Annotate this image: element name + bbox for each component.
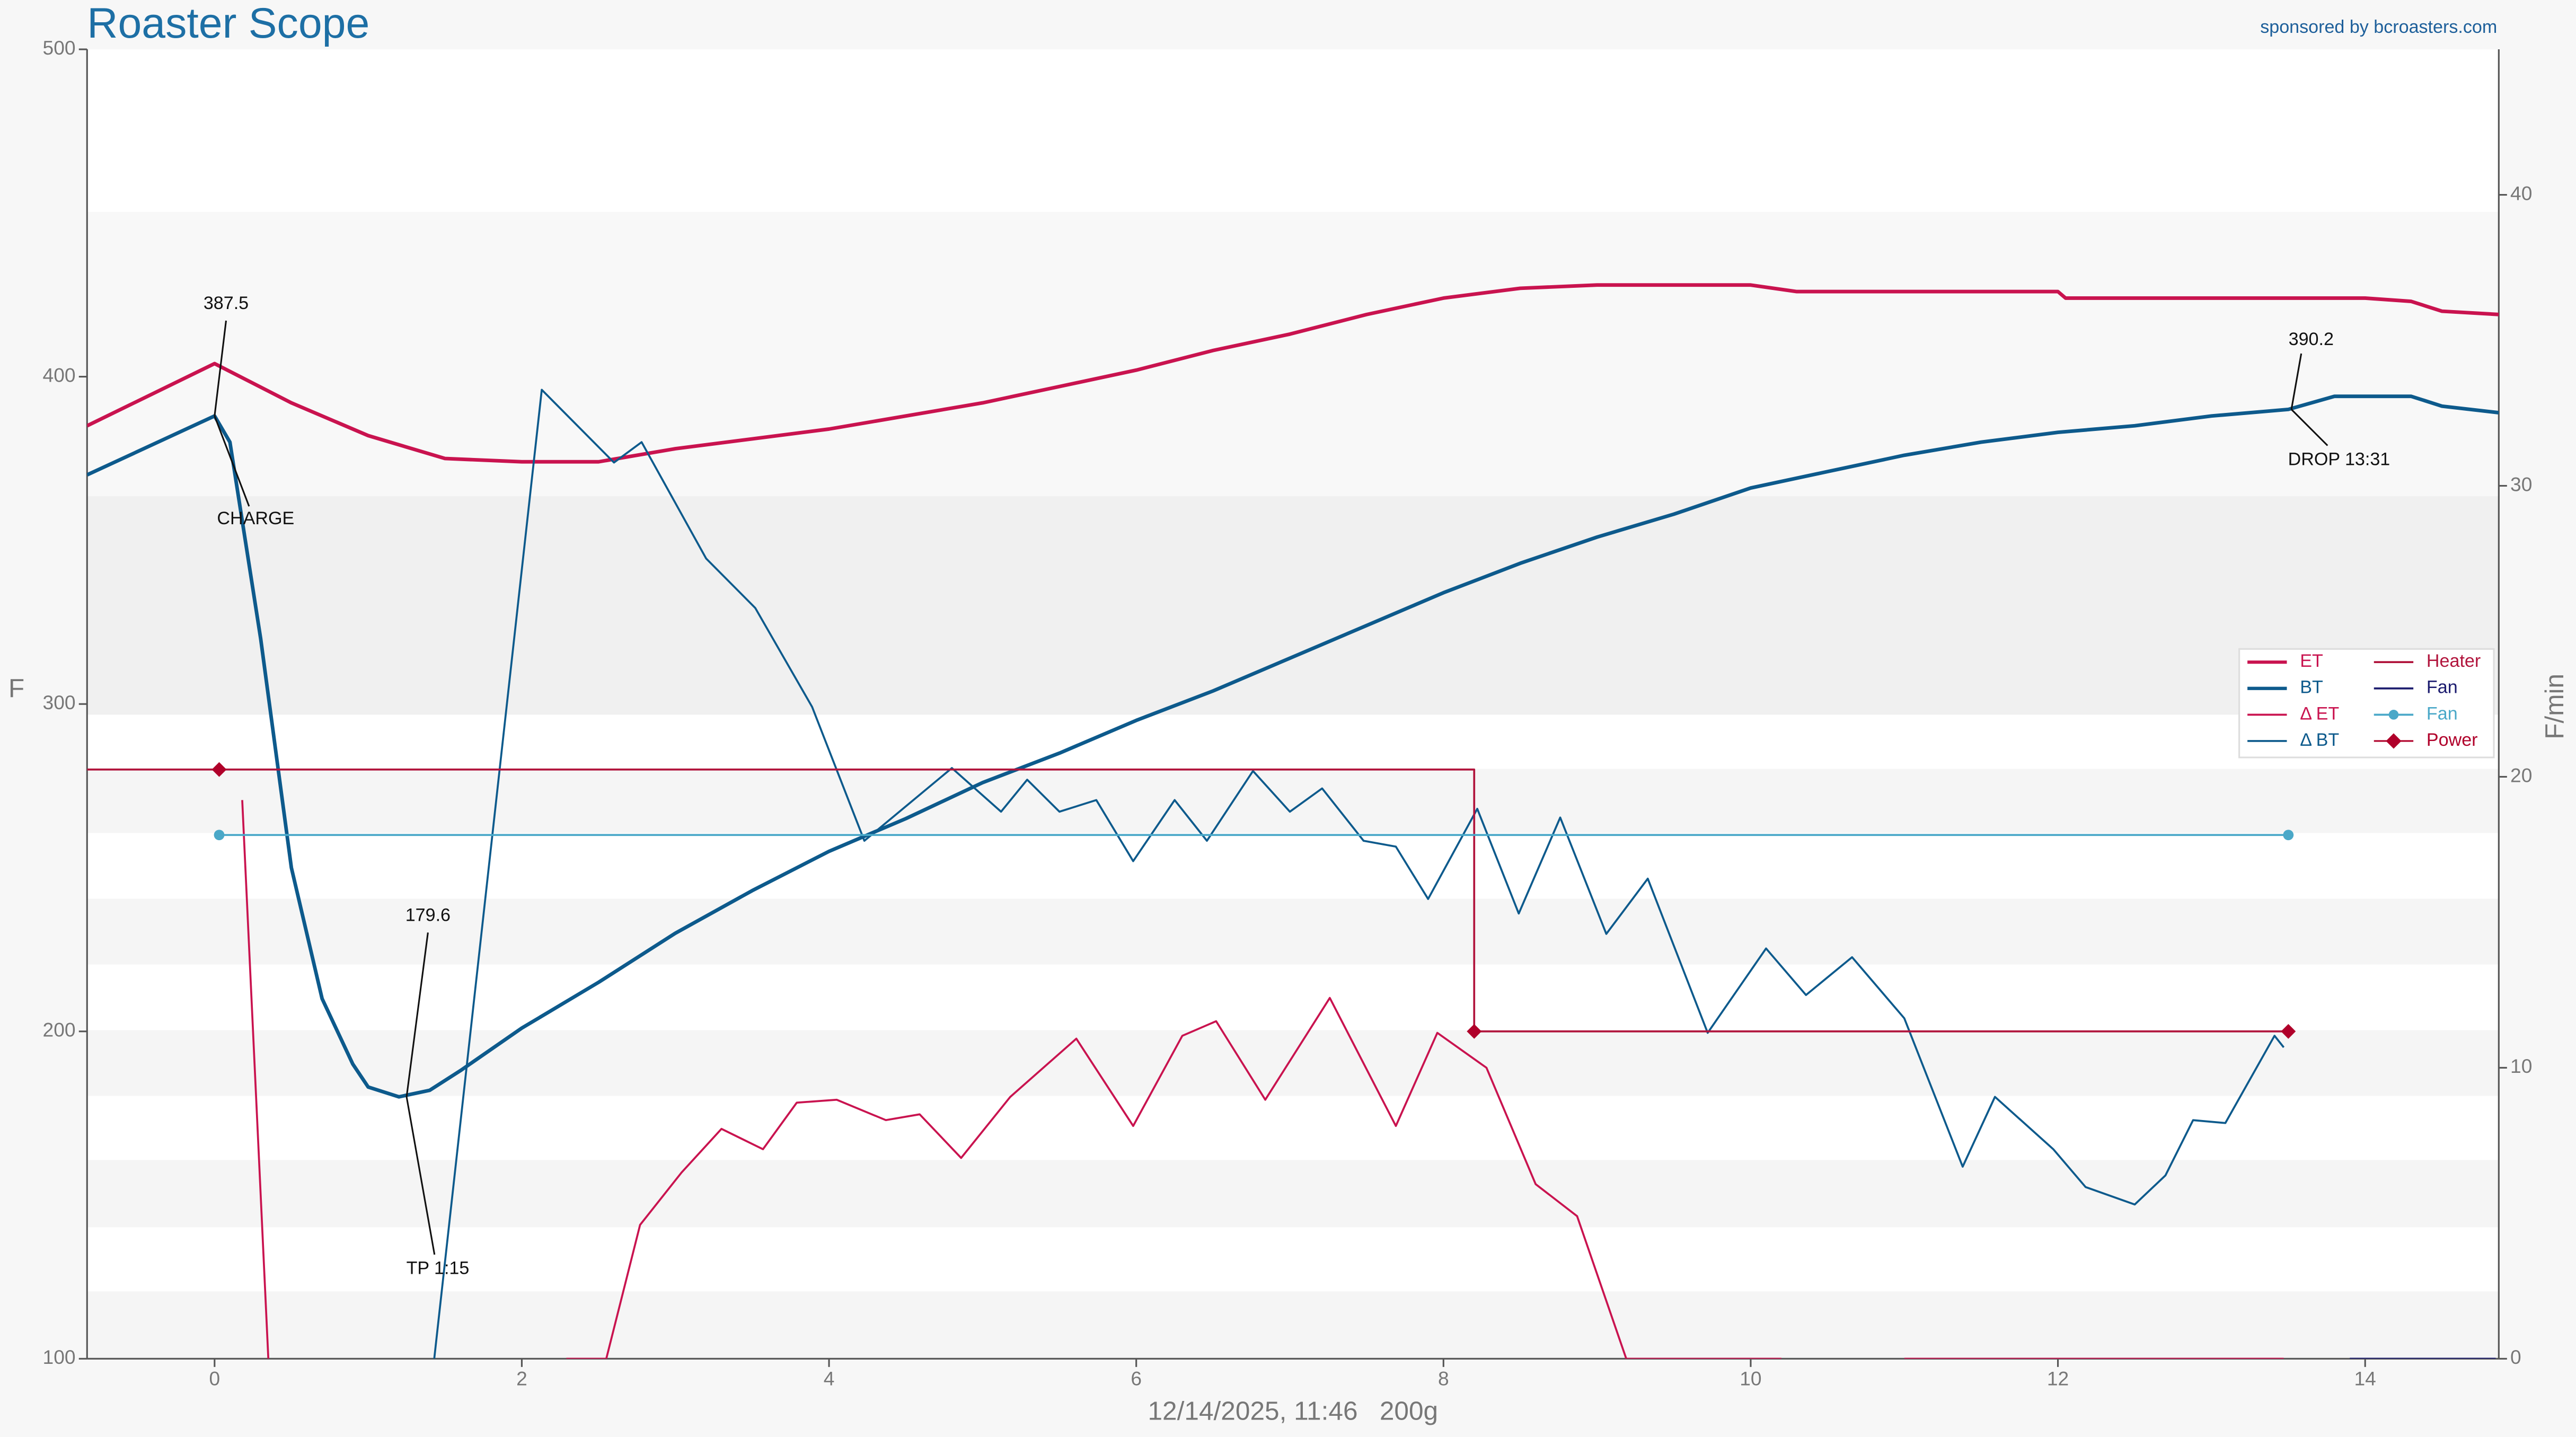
marker <box>1467 1024 1482 1039</box>
legend-label: Δ BT <box>2300 730 2339 750</box>
x-tick-label: 8 <box>1438 1367 1449 1389</box>
band <box>87 211 2499 497</box>
legend-swatch <box>2374 733 2414 749</box>
x-tick-label: 6 <box>1131 1367 1142 1389</box>
y2-tick-label: 20 <box>2510 764 2532 786</box>
band <box>87 898 2499 965</box>
series-line <box>87 768 2289 1033</box>
annotation-leader <box>405 1097 436 1255</box>
x-tick-label: 12 <box>2047 1367 2069 1389</box>
y2-tick-label: 30 <box>2510 473 2532 495</box>
x-tick-label: 4 <box>824 1367 835 1389</box>
y2-tick-label: 40 <box>2510 182 2532 204</box>
band <box>87 496 2499 715</box>
chart-title: Roaster Scope <box>87 0 369 47</box>
annotation: 390.2 <box>2289 329 2334 349</box>
legend <box>2238 648 2495 759</box>
y-axis-label: F <box>8 673 24 703</box>
y2-tick-label: 0 <box>2510 1346 2521 1368</box>
band <box>87 1030 2499 1096</box>
series-line <box>87 394 2499 1099</box>
legend-label: Fan <box>2427 703 2458 724</box>
annotation: 179.6 <box>405 905 451 925</box>
x-tick-label: 14 <box>2354 1367 2376 1389</box>
marker <box>2283 830 2294 841</box>
plot-group <box>87 283 2499 1359</box>
annotation-leader <box>2290 409 2328 446</box>
y2-axis-label: F/min <box>2539 674 2569 739</box>
annotation-leader <box>405 932 429 1097</box>
legend-label: Power <box>2427 730 2478 750</box>
marker <box>214 830 225 841</box>
marker <box>211 762 227 777</box>
y-tick-label: 500 <box>43 37 76 59</box>
y-tick-label: 400 <box>43 364 76 386</box>
annotation-leader <box>214 320 227 416</box>
x-tick-label: 0 <box>209 1367 220 1389</box>
legend-label: ET <box>2300 651 2323 671</box>
annotation: CHARGE <box>217 508 294 528</box>
legend-label: Heater <box>2427 651 2481 671</box>
subtitle: sponsored by bcroasters.com <box>2260 17 2497 37</box>
x-axis-label: 12/14/2025, 11:46 200g <box>1148 1396 1438 1426</box>
x-tick-label: 10 <box>1740 1367 1761 1389</box>
legend-label: Fan <box>2427 677 2458 698</box>
series-line <box>433 389 2285 1359</box>
annotation: TP 1:15 <box>407 1258 470 1279</box>
y2-tick-label: 10 <box>2510 1055 2532 1077</box>
y-tick-label: 300 <box>43 691 76 713</box>
band <box>87 1291 2499 1359</box>
y-tick-label: 200 <box>43 1019 76 1041</box>
x-tick-label: 2 <box>516 1367 527 1389</box>
annotation-leader <box>2290 353 2302 410</box>
legend-swatch <box>2388 710 2399 720</box>
band <box>87 1160 2499 1228</box>
bands <box>87 211 2499 1359</box>
marker <box>2281 1024 2296 1039</box>
band <box>87 769 2499 833</box>
annotation: 387.5 <box>204 293 249 313</box>
y-tick-label: 100 <box>43 1346 76 1368</box>
legend-label: BT <box>2300 677 2323 698</box>
legend-label: Δ ET <box>2300 703 2339 724</box>
annotation: DROP 13:31 <box>2288 449 2390 469</box>
series-line <box>87 283 2499 464</box>
annotation-leader <box>214 416 250 507</box>
series-line <box>241 800 2284 1359</box>
